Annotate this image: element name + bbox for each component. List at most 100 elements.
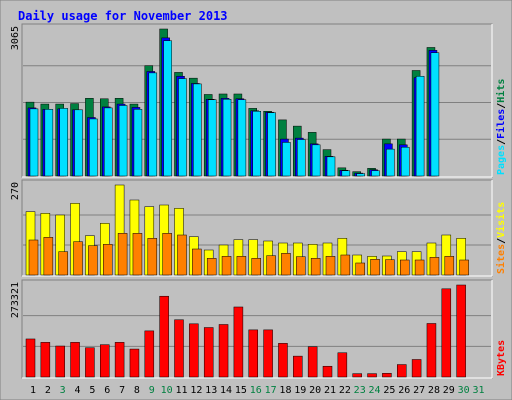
series-sites [28,233,469,276]
bar-sites-day-30 [459,259,469,276]
day-label-25: 25 [383,385,395,396]
bar-sites-day-21 [325,256,336,276]
bar-pages-day-18 [282,142,291,177]
day-label-11: 11 [175,385,187,396]
day-label-18: 18 [279,385,291,396]
chart-panels: 3065Pages/Files/Hits270Sites/Visits27332… [10,23,507,379]
legend-part: / [496,139,507,145]
bar-sites-day-22 [340,254,351,276]
legend-hits-files-pages: Pages/Files/Hits [495,79,507,175]
bar-sites-day-27 [414,259,425,276]
max-label-kbytes: 273321 [10,282,21,318]
bar-kbytes-day-12 [189,323,199,378]
bar-pages-day-3 [59,108,68,177]
bar-kbytes-day-21 [322,365,333,378]
bar-pages-day-22 [341,170,351,177]
bar-kbytes-day-8 [129,348,140,378]
bar-pages-day-17 [267,112,276,177]
legend-part: KBytes [496,340,507,376]
bar-sites-day-16 [251,258,261,276]
bar-sites-day-8 [132,233,143,276]
bar-pages-day-20 [311,144,321,177]
bar-sites-day-6 [103,244,113,276]
legend-part: / [496,238,507,244]
day-label-19: 19 [294,385,306,396]
chart-title: Daily usage for November 2013 [18,9,228,23]
bar-pages-day-4 [74,109,83,177]
bar-sites-day-18 [281,253,291,276]
bar-kbytes-day-14 [218,324,229,378]
day-label-5: 5 [89,385,95,396]
bar-sites-day-25 [385,259,395,276]
bar-pages-day-7 [118,105,128,177]
bar-sites-day-10 [162,233,172,276]
bar-sites-day-20 [310,258,321,276]
day-label-6: 6 [104,385,110,396]
bar-kbytes-day-27 [411,359,422,378]
day-label-29: 29 [443,385,455,396]
bar-kbytes-day-28 [426,323,437,378]
bar-pages-day-1 [29,108,39,177]
bar-kbytes-day-20 [307,346,318,378]
legend-kbytes: KBytes [496,340,507,376]
bar-kbytes-day-22 [337,352,348,378]
bar-pages-day-8 [133,109,143,177]
bar-kbytes-day-16 [248,329,258,378]
legend-part: Hits [495,79,507,103]
day-label-14: 14 [220,385,232,396]
bar-sites-day-4 [73,241,83,276]
day-label-17: 17 [265,385,277,396]
bar-kbytes-day-3 [55,345,65,378]
bar-kbytes-day-13 [203,327,214,378]
bar-kbytes-day-1 [25,338,36,378]
legend-part: Sites [495,244,507,274]
bar-pages-day-11 [178,78,187,177]
bar-pages-day-2 [44,109,54,177]
max-label-visits-sites: 270 [10,182,21,200]
day-labels: 1 2 3 4 5 6 7 8 9 10 11 12 13 14 15 16 17 18 19 20 21 22 23 24 2… [30,385,485,396]
panel-kbytes: 273321 KBytes [10,279,507,379]
day-label-28: 28 [428,385,440,396]
legend-part: / [496,103,507,109]
bar-pages-day-24 [371,170,380,177]
legend-part: Files [495,109,507,139]
legend-part: Pages [496,145,507,175]
bar-sites-day-11 [177,234,187,276]
day-label-31: 31 [472,385,484,396]
bar-kbytes-day-15 [233,306,244,378]
bar-sites-day-23 [355,262,365,276]
bar-kbytes-day-4 [70,342,80,378]
bar-pages-day-21 [326,156,336,177]
bar-sites-day-3 [58,251,68,276]
bar-pages-day-23 [356,173,365,177]
day-label-3: 3 [60,385,66,396]
bar-pages-day-19 [297,139,306,177]
bar-sites-day-14 [221,256,232,276]
bar-pages-day-14 [222,99,232,177]
legend-visits-sites: Sites/Visits [495,202,507,274]
series-kbytes [25,284,466,378]
panel-visits-sites: 270 Sites/Visits [10,179,507,277]
bar-sites-day-19 [296,256,306,276]
day-label-15: 15 [235,385,247,396]
bar-sites-day-5 [88,245,98,276]
bar-pages-day-10 [163,40,172,177]
bar-kbytes-day-26 [397,364,407,378]
bar-kbytes-day-2 [40,342,51,378]
bar-sites-day-28 [429,257,440,276]
bar-pages-day-28 [430,52,440,177]
bar-kbytes-day-9 [144,330,155,378]
day-label-23: 23 [354,385,366,396]
bar-pages-day-12 [193,83,202,177]
bar-pages-day-6 [104,107,113,177]
bar-kbytes-day-29 [441,288,452,378]
day-label-22: 22 [339,385,351,396]
day-label-24: 24 [369,385,381,396]
bar-sites-day-12 [192,248,202,276]
bar-kbytes-day-25 [382,373,392,378]
bar-pages-day-15 [237,99,247,177]
day-label-20: 20 [309,385,321,396]
day-label-2: 2 [45,385,51,396]
bar-pages-day-16 [252,111,261,177]
